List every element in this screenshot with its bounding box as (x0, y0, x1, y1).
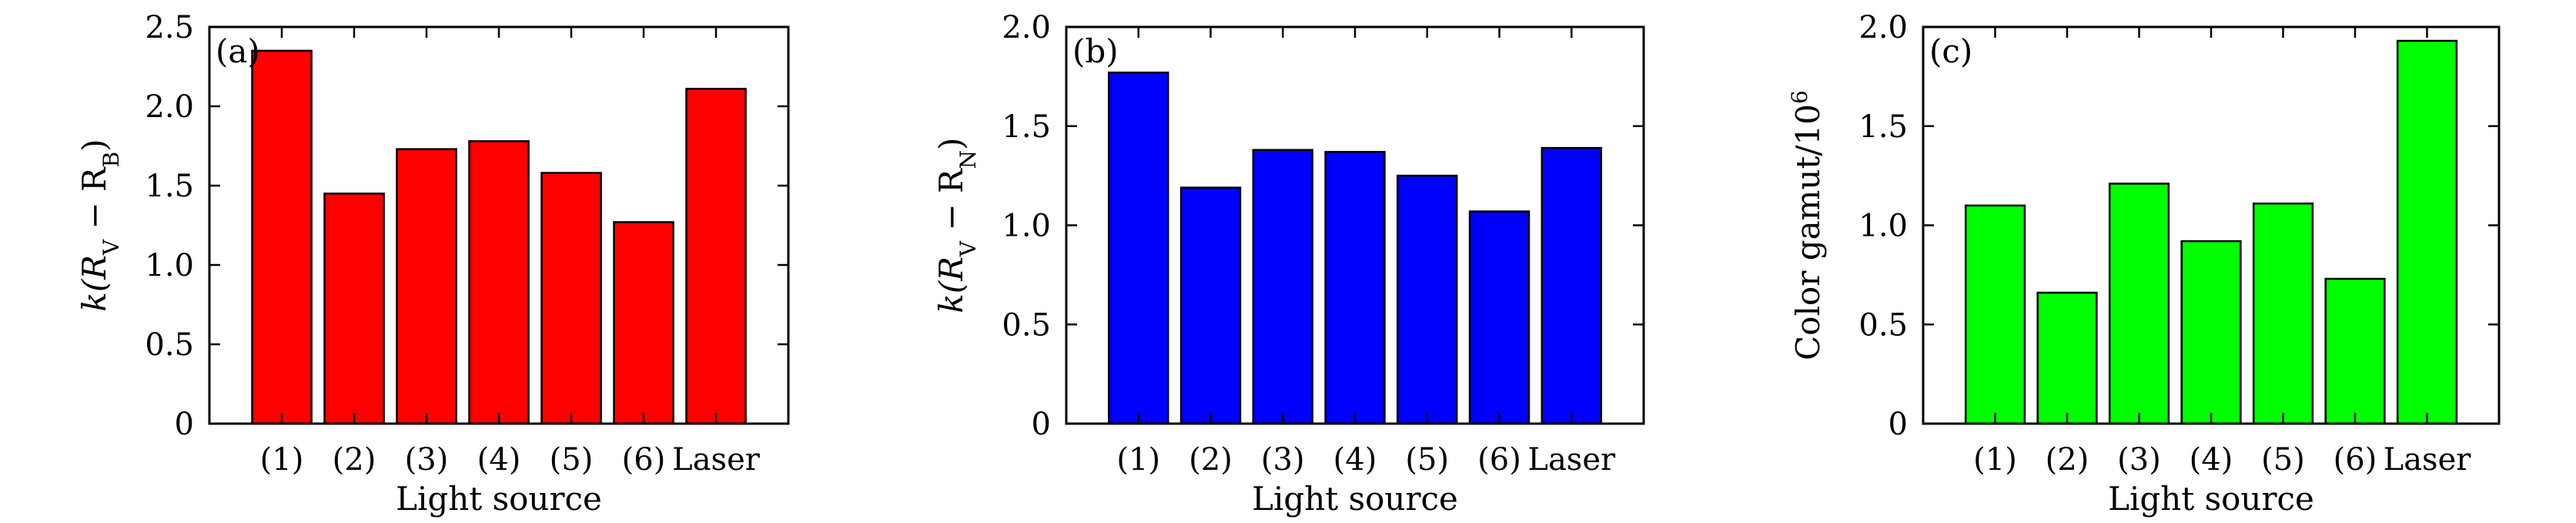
x-tick-label: (6) (622, 442, 666, 478)
bar-1 (1108, 71, 1169, 425)
chart-panel-3: 0 0.5 1.0 1.5 2.0 (1) (2) (3) (4) (5) (6) Laser Ligh… (1787, 10, 2501, 518)
y-axis-label: k(RV − RB) (75, 139, 124, 311)
bar-7 (1541, 146, 1602, 425)
bar-6 (613, 221, 674, 425)
y-tick-label: 0.5 (1858, 307, 1908, 343)
bar-3 (396, 148, 457, 425)
bar-2 (1179, 186, 1242, 425)
bar-6 (2324, 277, 2386, 425)
x-tick-label: (4) (477, 442, 521, 478)
x-tick-label: (1) (1973, 442, 2017, 478)
y-tick-label: 1.0 (145, 248, 194, 283)
bar-1 (1964, 204, 2026, 425)
x-tick-label: (1) (260, 442, 304, 478)
bar-3 (2108, 183, 2170, 425)
chart-panel-2: 0 0.5 1.0 1.5 2.0 (1) (2) (3) (4) (5) (6) Laser Ligh… (932, 10, 1645, 518)
y-tick-label: 1.0 (1002, 209, 1051, 244)
x-axis-label: Light source (396, 480, 602, 518)
chart-panel-1: 0 0.5 1.0 1.5 2.0 2.5 (1) (2) (3) (4) (5) (6) Laser L… (75, 10, 790, 518)
x-tick-label: (3) (2117, 442, 2161, 478)
bar-4 (1324, 150, 1386, 425)
y-tick-label: 1.5 (1858, 109, 1908, 145)
x-tick-label: (2) (333, 442, 376, 478)
panel-tag: (b) (1072, 32, 1119, 70)
bar-3 (1252, 149, 1313, 425)
x-tick-label: (5) (2261, 442, 2305, 478)
bar-6 (1468, 210, 1531, 425)
panel-tag: (a) (216, 32, 260, 70)
y-tick-label: 2.0 (1002, 10, 1051, 45)
y-tick-label: 2.0 (145, 89, 194, 125)
x-tick-label: (6) (2333, 442, 2377, 478)
bar-4 (468, 140, 530, 425)
y-tick-label: 1.5 (145, 169, 194, 204)
x-axis-label: Light source (2108, 480, 2314, 518)
bar-7 (685, 88, 747, 425)
x-tick-label: (2) (1189, 442, 1233, 478)
x-tick-label: (3) (1261, 442, 1305, 478)
x-tick-label: (3) (405, 442, 449, 478)
y-tick-label: 0.5 (1002, 307, 1051, 343)
y-axis-label: k(RV − RN) (932, 137, 981, 313)
y-tick-label: 2.5 (145, 10, 194, 45)
bar-4 (2180, 240, 2242, 425)
x-tick-label: (6) (1477, 442, 1521, 478)
x-tick-label: (5) (1405, 442, 1449, 478)
y-tick-label: 1.0 (1858, 209, 1908, 244)
x-tick-label: (1) (1116, 442, 1160, 478)
x-tick-label: Laser (1527, 442, 1616, 478)
y-tick-label: 1.5 (1002, 109, 1051, 145)
bar-5 (2252, 202, 2314, 425)
bar-5 (1397, 174, 1458, 425)
x-tick-label: (4) (1333, 442, 1377, 478)
bar-7 (2396, 39, 2458, 425)
y-tick-label: 0 (175, 407, 194, 442)
y-axis-label: Color gamut/106 (1787, 90, 1828, 360)
x-tick-label: (2) (2046, 442, 2089, 478)
y-tick-label: 0.5 (145, 327, 194, 363)
x-tick-label: Laser (672, 442, 761, 478)
bar-2 (2036, 291, 2098, 425)
x-axis-label: Light source (1252, 480, 1458, 518)
x-tick-label: Laser (2384, 442, 2472, 478)
x-tick-label: (5) (550, 442, 594, 478)
y-tick-label: 0 (1889, 407, 1908, 442)
y-tick-label: 0 (1032, 407, 1051, 442)
bar-2 (323, 193, 385, 425)
panel-tag: (c) (1929, 32, 1972, 70)
x-tick-label: (4) (2190, 442, 2233, 478)
y-tick-label: 2.0 (1858, 10, 1908, 45)
bar-1 (251, 49, 313, 425)
bar-5 (540, 172, 602, 425)
